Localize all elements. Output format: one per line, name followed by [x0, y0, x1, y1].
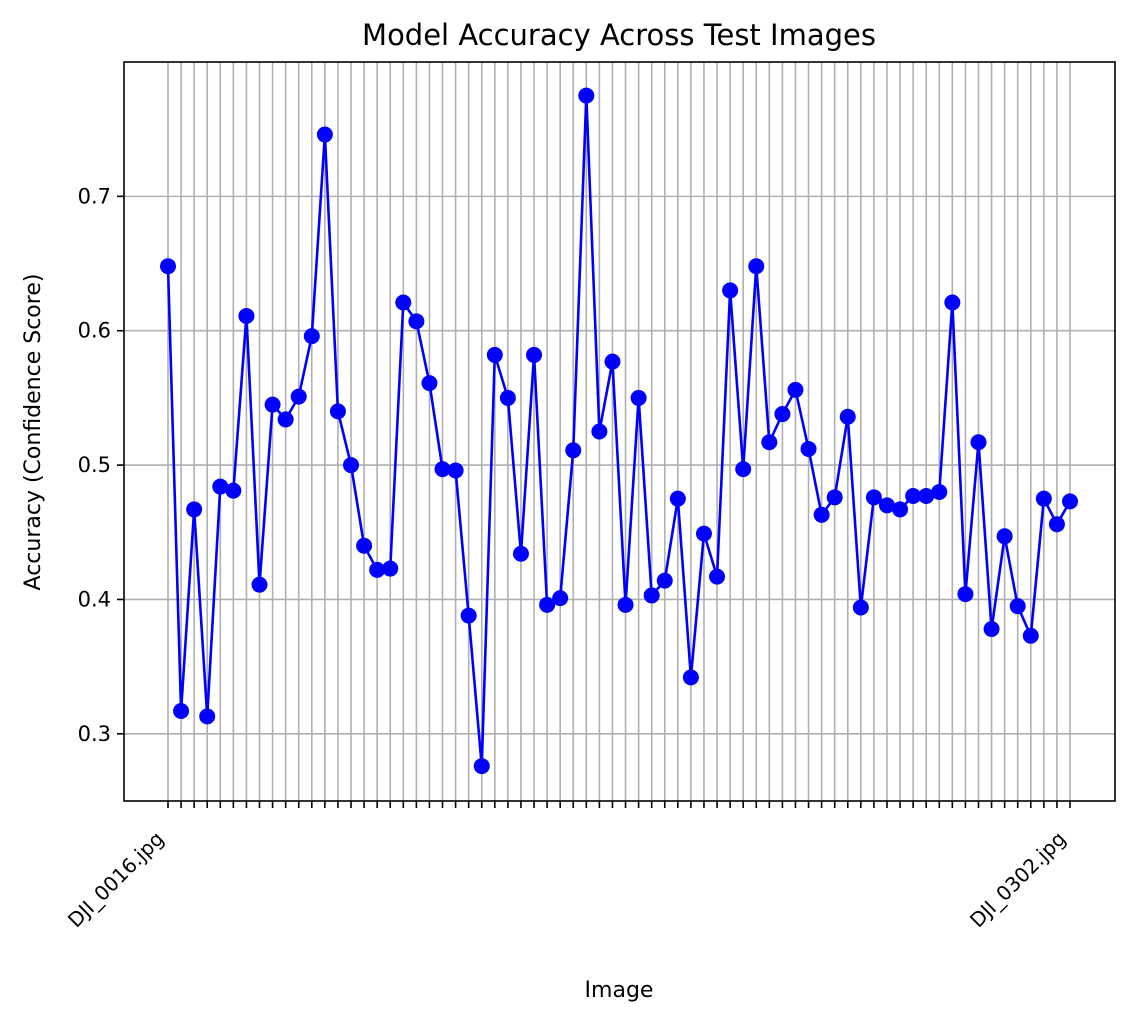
data-point	[264, 396, 281, 413]
data-point	[996, 528, 1013, 545]
data-point	[892, 501, 909, 518]
data-point	[813, 506, 830, 523]
data-point	[735, 461, 752, 478]
y-tick-label: 0.7	[78, 184, 111, 208]
data-point	[512, 545, 529, 562]
data-point	[499, 389, 516, 406]
data-point	[852, 599, 869, 616]
data-point	[1009, 598, 1026, 615]
data-point	[303, 328, 320, 345]
y-tick-label: 0.5	[78, 453, 111, 477]
data-point	[630, 389, 647, 406]
data-point	[251, 576, 268, 593]
data-point	[382, 560, 399, 577]
y-tick-label: 0.3	[78, 722, 111, 746]
data-point	[473, 758, 490, 775]
data-point	[329, 403, 346, 420]
data-point	[186, 501, 203, 518]
data-point	[761, 434, 778, 451]
data-point	[565, 442, 582, 459]
data-point	[277, 411, 294, 428]
data-point	[957, 586, 974, 603]
x-axis-label: Image	[585, 978, 654, 1003]
y-axis-ticks: 0.3 0.4 0.5 0.6 0.7	[78, 184, 124, 746]
data-point	[486, 346, 503, 363]
data-point	[212, 478, 229, 495]
data-point	[643, 587, 660, 604]
data-point	[591, 423, 608, 440]
data-point	[800, 440, 817, 457]
data-point	[539, 596, 556, 613]
data-point	[787, 381, 804, 398]
data-point	[722, 282, 739, 299]
data-point	[826, 489, 843, 506]
data-point	[970, 434, 987, 451]
data-point	[225, 482, 242, 499]
data-point	[173, 702, 190, 719]
data-point	[695, 525, 712, 542]
data-point	[421, 375, 438, 392]
data-point	[604, 353, 621, 370]
data-point	[369, 561, 386, 578]
data-point	[656, 572, 673, 589]
data-point	[160, 258, 176, 275]
data-point	[408, 313, 425, 330]
data-point	[1035, 490, 1052, 507]
data-point	[238, 307, 255, 324]
chart-title: Model Accuracy Across Test Images	[362, 18, 876, 52]
data-point	[343, 457, 360, 474]
data-point	[460, 607, 477, 624]
series-accuracy	[160, 87, 1078, 775]
data-point	[669, 490, 686, 507]
data-point	[878, 497, 895, 514]
data-point	[1022, 627, 1039, 644]
data-point	[316, 126, 333, 143]
data-point	[839, 408, 856, 425]
data-point	[447, 462, 464, 479]
data-point	[617, 596, 634, 613]
data-point	[578, 87, 595, 104]
data-point	[1062, 493, 1078, 510]
data-point	[774, 406, 791, 423]
data-point	[526, 346, 543, 363]
data-point	[356, 537, 373, 554]
data-point	[905, 487, 922, 504]
y-tick-label: 0.4	[78, 587, 111, 611]
data-point	[865, 489, 882, 506]
data-point	[1048, 516, 1065, 533]
data-point	[748, 258, 765, 275]
data-point	[395, 294, 412, 311]
data-point	[552, 590, 569, 607]
data-point	[931, 483, 948, 500]
data-point	[434, 461, 451, 478]
y-axis-label: Accuracy (Confidence Score)	[21, 274, 46, 591]
x-gridlines	[167, 62, 1071, 801]
plot-frame	[123, 61, 1116, 802]
data-point	[983, 621, 1000, 638]
data-point	[709, 568, 726, 585]
data-point	[682, 669, 699, 686]
data-point	[199, 708, 216, 725]
data-point	[290, 388, 307, 405]
data-point	[944, 294, 961, 311]
y-tick-label: 0.6	[78, 319, 111, 343]
data-point	[918, 487, 935, 504]
x-axis-ticks	[167, 801, 1071, 808]
